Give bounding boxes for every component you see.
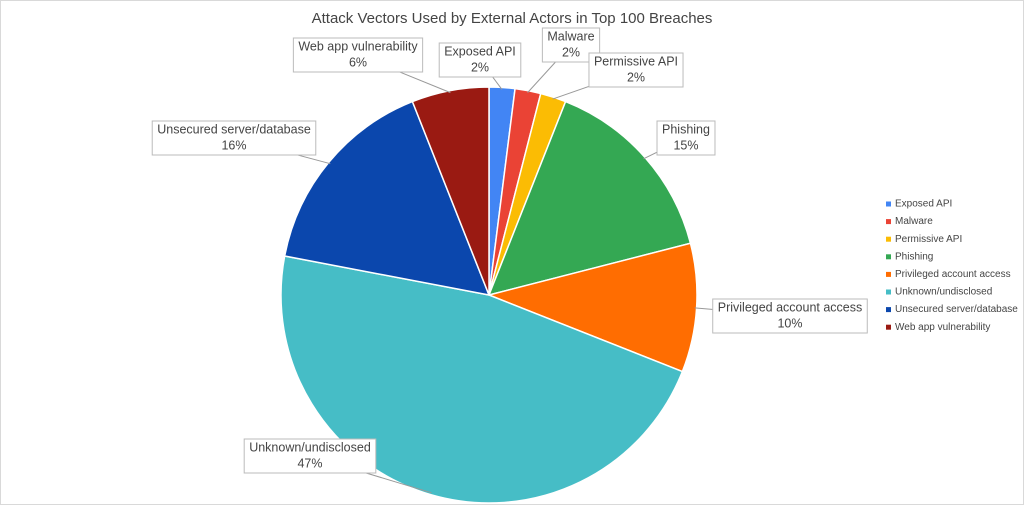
data-label: Phishing 15% [656,120,716,156]
pie-slice [280,255,684,504]
data-label: Permissive API 2% [588,52,684,88]
legend-swatch [886,236,891,242]
legend-label: Privileged account access [895,269,1011,280]
legend-swatch [886,324,891,330]
legend-swatch [886,271,891,277]
label-box [151,120,317,156]
label-box [712,298,868,334]
label-box [438,42,522,78]
label-box [292,37,424,73]
legend-label: Phishing [895,251,933,262]
data-label: Unsecured server/database 16% [151,120,317,156]
legend-swatch [886,307,891,313]
legend-label: Permissive API [895,234,962,245]
pie-slice [283,100,491,296]
label-value: 6% [349,55,367,69]
legend-swatch [886,219,891,225]
legend-swatch [886,289,891,295]
data-label: Privileged account access 10% [712,298,868,334]
label-name: Privileged account access [718,300,863,314]
pie-slice [487,100,692,297]
label-name: Web app vulnerability [298,39,418,53]
label-value: 15% [673,138,698,152]
label-name: Permissive API [594,54,678,68]
legend-label: Unknown/undisclosed [895,287,992,298]
label-box [588,52,684,88]
legend-label: Malware [895,216,933,227]
legend-swatch [886,201,891,207]
label-value: 2% [562,45,580,59]
label-box [656,120,716,156]
label-name: Unknown/undisclosed [249,440,371,454]
legend-label: Unsecured server/database [895,304,1018,315]
chart-title: Attack Vectors Used by External Actors i… [312,10,713,27]
data-label: Exposed API 2% [438,42,522,78]
label-name: Malware [547,29,594,43]
legend-label: Web app vulnerability [895,322,990,333]
label-value: 16% [221,138,246,152]
data-label: Web app vulnerability 6% [292,37,424,73]
label-value: 2% [471,60,489,74]
label-value: 2% [627,70,645,84]
label-name: Unsecured server/database [157,122,311,136]
legend-swatch [886,254,891,260]
label-box [243,438,377,474]
label-name: Phishing [662,122,710,136]
pie-slice [411,86,490,296]
label-value: 47% [297,456,322,470]
label-value: 10% [777,316,802,330]
label-name: Exposed API [444,44,516,58]
data-label: Unknown/undisclosed 47% [243,438,377,474]
legend-label: Exposed API [895,199,952,210]
